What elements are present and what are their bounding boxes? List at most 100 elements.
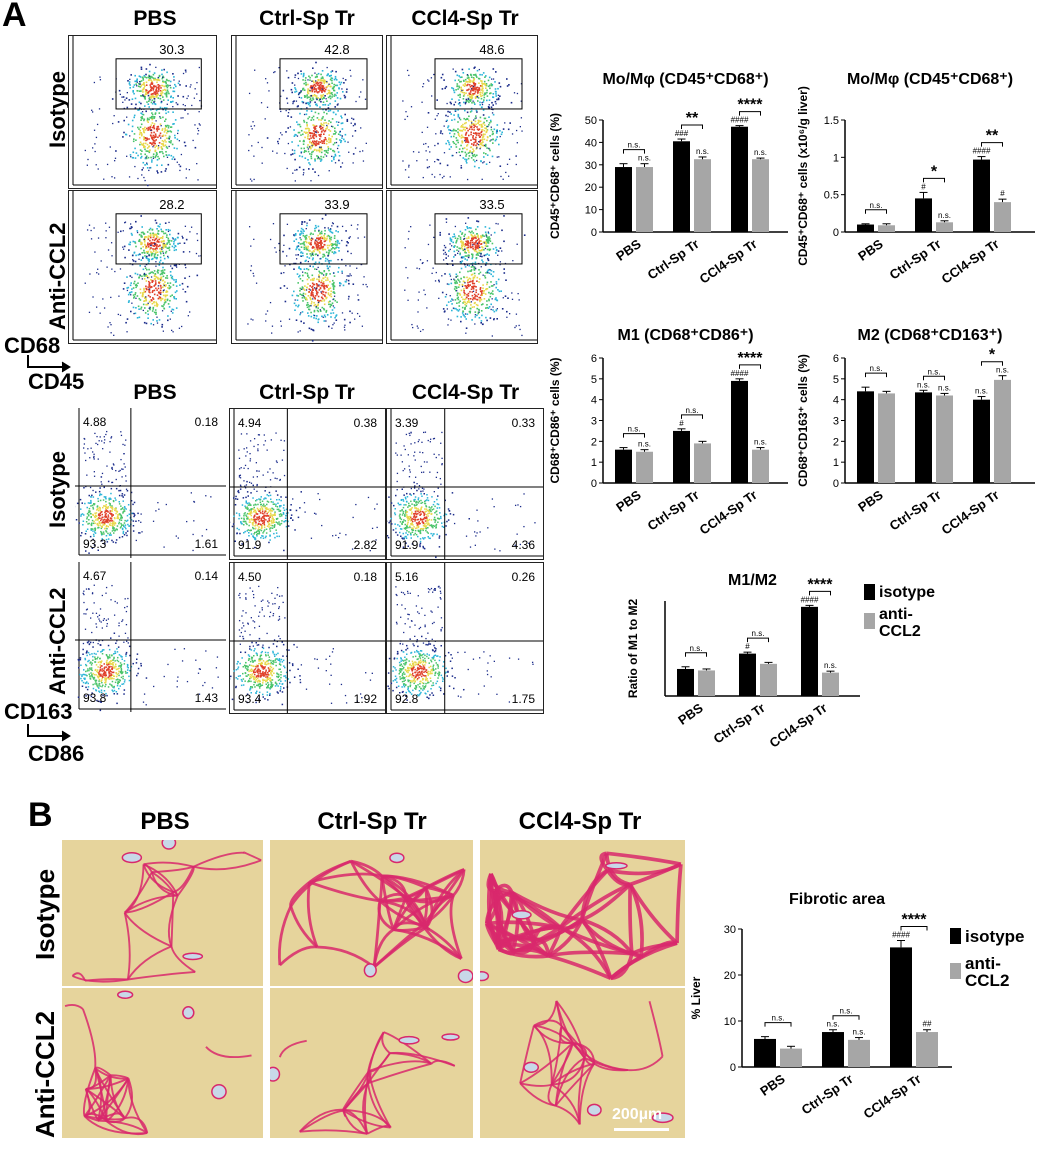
flow-dot [489,269,491,271]
flow-dot [492,293,494,295]
flow-dot [321,285,323,287]
flow-dot [256,530,258,533]
flow-dot [336,147,339,150]
gate-percent: 30.3 [159,42,184,57]
flow-dot [151,229,154,231]
flow-dot [122,524,125,526]
flow-dot [168,239,171,242]
flow-dot [496,124,499,126]
flow-dot [329,237,331,240]
flow-dot [427,79,429,81]
flow-dot [336,242,339,244]
flow-dot [466,276,468,279]
flow-dot [166,243,168,245]
flow-dot [487,231,489,233]
flow-dot [160,272,163,275]
flow-dot [473,78,476,80]
flow-dot [296,168,298,171]
flow-dot [102,506,104,509]
flow-dot [151,271,153,273]
flow-dot [161,73,163,76]
flow-dot [310,95,312,97]
flow-dot [322,274,325,276]
flow-dot [408,230,410,233]
flow-dot [163,68,165,71]
flow-dot [151,102,154,105]
flow-dot [476,220,478,222]
flow-dot [454,286,457,288]
flow-dot [140,80,143,82]
flow-dot [492,93,495,95]
flow-dot [476,142,478,145]
flow-dot [316,309,319,312]
flow-dot [313,301,315,304]
flow-dot [250,318,252,320]
flow-dot [153,242,156,244]
flow-dot [458,308,461,311]
flow-dot [144,164,146,166]
flow-dot [472,285,475,288]
flow-dot [299,330,301,332]
flow-dot [157,241,160,243]
flow-dot [488,272,491,274]
flow-dot [182,117,184,119]
flow-dot [173,123,175,125]
flow-dot [264,515,266,517]
flow-dot [131,263,134,266]
flow-dot [130,156,132,158]
flow-dot [460,167,463,169]
flow-dot [471,230,473,233]
flow-dot [299,313,301,316]
flow-dot [162,245,164,248]
flow-dot [86,164,88,166]
flow-dot [145,84,148,86]
flow-dot [481,126,484,128]
flow-dot [337,133,340,135]
flow-dot [141,95,143,97]
flow-dot [323,308,326,311]
flow-dot [298,249,301,251]
flow-dot [322,281,325,283]
flow-dot [332,288,335,291]
flow-dot [312,97,314,99]
flow-dot [481,246,483,248]
flow-dot [299,261,302,264]
flow-dot [314,88,316,90]
flow-dot [144,126,146,129]
flow-dot [328,294,331,297]
flow-dot [166,71,168,74]
flow-dot [306,146,309,149]
flow-dot [485,87,487,89]
flow-dot [454,245,456,247]
flow-dot [170,131,173,133]
flow-dot [161,310,164,312]
flow-dot [185,238,188,241]
flow-dot [333,285,336,288]
flow-dot [521,130,523,132]
flow-dot [162,99,165,101]
flow-dot [159,278,162,280]
flow-dot [456,139,459,142]
flow-dot [470,73,472,76]
flow-dot [317,131,319,134]
flow-dot [266,82,269,84]
flow-dot [451,119,453,121]
flow-dot [325,274,327,276]
flow-dot [497,87,499,90]
flow-dot [362,283,364,286]
flow-dot [107,506,110,508]
flow-dot [332,284,335,286]
flow-dot [307,101,309,104]
flow-dot [445,253,447,256]
flow-dot [114,497,116,499]
flow-dot [323,303,326,306]
flow-dot [478,78,481,80]
flow-dot [359,150,361,153]
cd68-cd45-flow-plot: 33.9 [231,190,383,344]
flow-dot [185,300,188,303]
flow-dot [293,290,295,293]
flow-dot [331,327,333,329]
flow-dot [314,242,316,245]
flow-dot [453,307,456,310]
flow-dot [318,285,320,287]
